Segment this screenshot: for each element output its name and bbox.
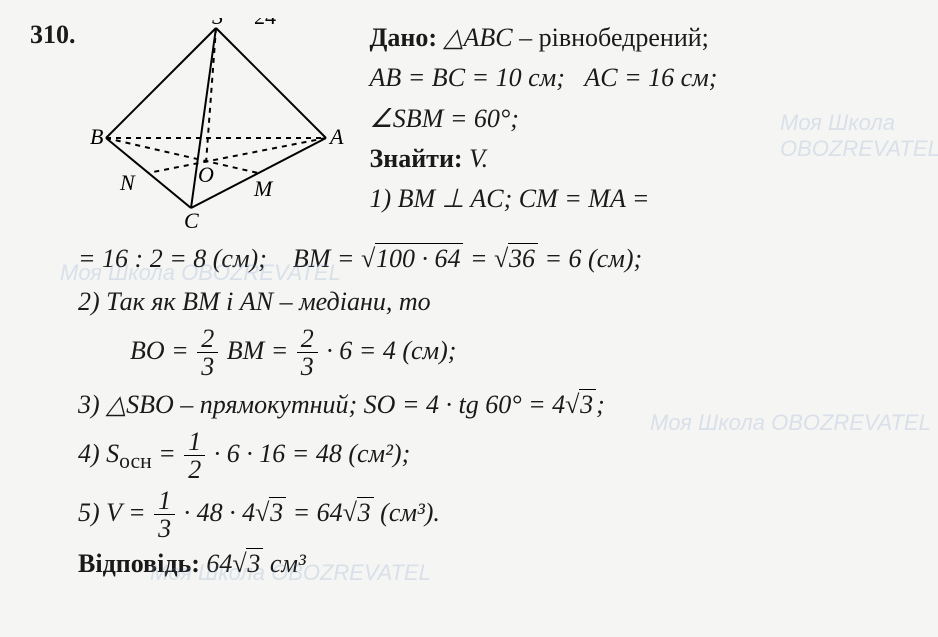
step3-text: 3) △SBO – прямокутний; SO = 4 · tg 60° =… xyxy=(78,390,565,419)
given-label: Дано: xyxy=(370,23,438,52)
step1b: = 16 : 2 = 8 (см); BM = 100 · 64 = 36 = … xyxy=(78,239,908,278)
frac-1-3: 1 3 xyxy=(154,487,175,543)
find-label: Знайти: xyxy=(370,144,463,173)
frac-1-2: 1 2 xyxy=(184,428,205,484)
given-angle: ∠SBM = 60°; xyxy=(370,104,519,133)
sqrt3-c: 3 xyxy=(343,493,374,532)
sqrt3-ans: 3 xyxy=(232,549,263,579)
step4-lhs: 4) S xyxy=(78,438,119,467)
answer-label: Відповідь: xyxy=(78,549,200,578)
given-ab-bc: AB = BC = 10 см; xyxy=(370,63,565,92)
step1b-mid: BM = xyxy=(293,244,355,273)
step4: 4) Sосн = 1 2 · 6 · 16 = 48 (см²); xyxy=(78,428,908,484)
step5-eq: = 64 xyxy=(293,498,343,527)
pyramid-diagram: S 24 A B C N M O xyxy=(86,18,346,235)
frac-2-3b: 2 3 xyxy=(297,325,318,381)
step5-lhs: 5) V = xyxy=(78,498,146,527)
answer: Відповідь: 643 см³ xyxy=(78,549,908,579)
label-A: A xyxy=(328,124,344,149)
step3: 3) △SBO – прямокутний; SO = 4 · tg 60° =… xyxy=(78,385,908,424)
label-O: O xyxy=(198,162,214,187)
step3-tail: ; xyxy=(596,390,605,419)
step2b-tail: · 6 = 4 (см); xyxy=(326,336,456,365)
step2b-lhs: BO = xyxy=(130,336,189,365)
label-top: 24 xyxy=(254,18,276,29)
given-triangle: △ABC xyxy=(444,23,513,52)
step5-mid: · 48 · 4 xyxy=(184,498,256,527)
given-ac: AC = 16 см; xyxy=(584,63,717,92)
page: Моя Школа OBOZREVATEL Моя Школа OBOZREVA… xyxy=(0,0,938,589)
step4-tail: · 6 · 16 = 48 (см²); xyxy=(214,438,410,467)
step2a: 2) Так як BM і AN – медіани, то xyxy=(78,282,908,321)
step2b-mid: BM = xyxy=(227,336,289,365)
find-value: V. xyxy=(469,144,488,173)
step4-sub: осн xyxy=(119,449,152,473)
label-B: B xyxy=(90,124,103,149)
given-tri-desc: – рівнобедрений; xyxy=(519,23,709,52)
answer-pre: 64 xyxy=(206,549,232,578)
problem-number: 310. xyxy=(30,20,76,50)
top-block: 310. S xyxy=(30,18,908,235)
step1b-tail: = 6 (см); xyxy=(545,244,643,273)
given-block: Дано: △ABC – рівнобедрений; AB = BC = 10… xyxy=(370,18,909,219)
label-C: C xyxy=(184,208,199,228)
label-S: S xyxy=(212,18,223,29)
sqrt-36: 36 xyxy=(494,239,538,278)
step5: 5) V = 1 3 · 48 · 43 = 643 (см³). xyxy=(78,487,908,543)
sqrt3-a: 3 xyxy=(565,385,596,424)
step5-tail: (см³). xyxy=(380,498,440,527)
step1b-eq: = xyxy=(470,244,488,273)
step2b: BO = 2 3 BM = 2 3 · 6 = 4 (см); xyxy=(130,325,908,381)
step4-eq: = xyxy=(152,438,176,467)
answer-unit: см³ xyxy=(263,549,305,578)
label-M: M xyxy=(253,176,274,201)
sqrt3-b: 3 xyxy=(255,493,286,532)
label-N: N xyxy=(119,170,136,195)
step1b-lhs: = 16 : 2 = 8 (см); xyxy=(78,244,267,273)
sqrt-100-64: 100 · 64 xyxy=(361,239,464,278)
step1a: 1) BM ⊥ AC; CM = MA = xyxy=(370,184,650,213)
frac-2-3a: 2 3 xyxy=(197,325,218,381)
